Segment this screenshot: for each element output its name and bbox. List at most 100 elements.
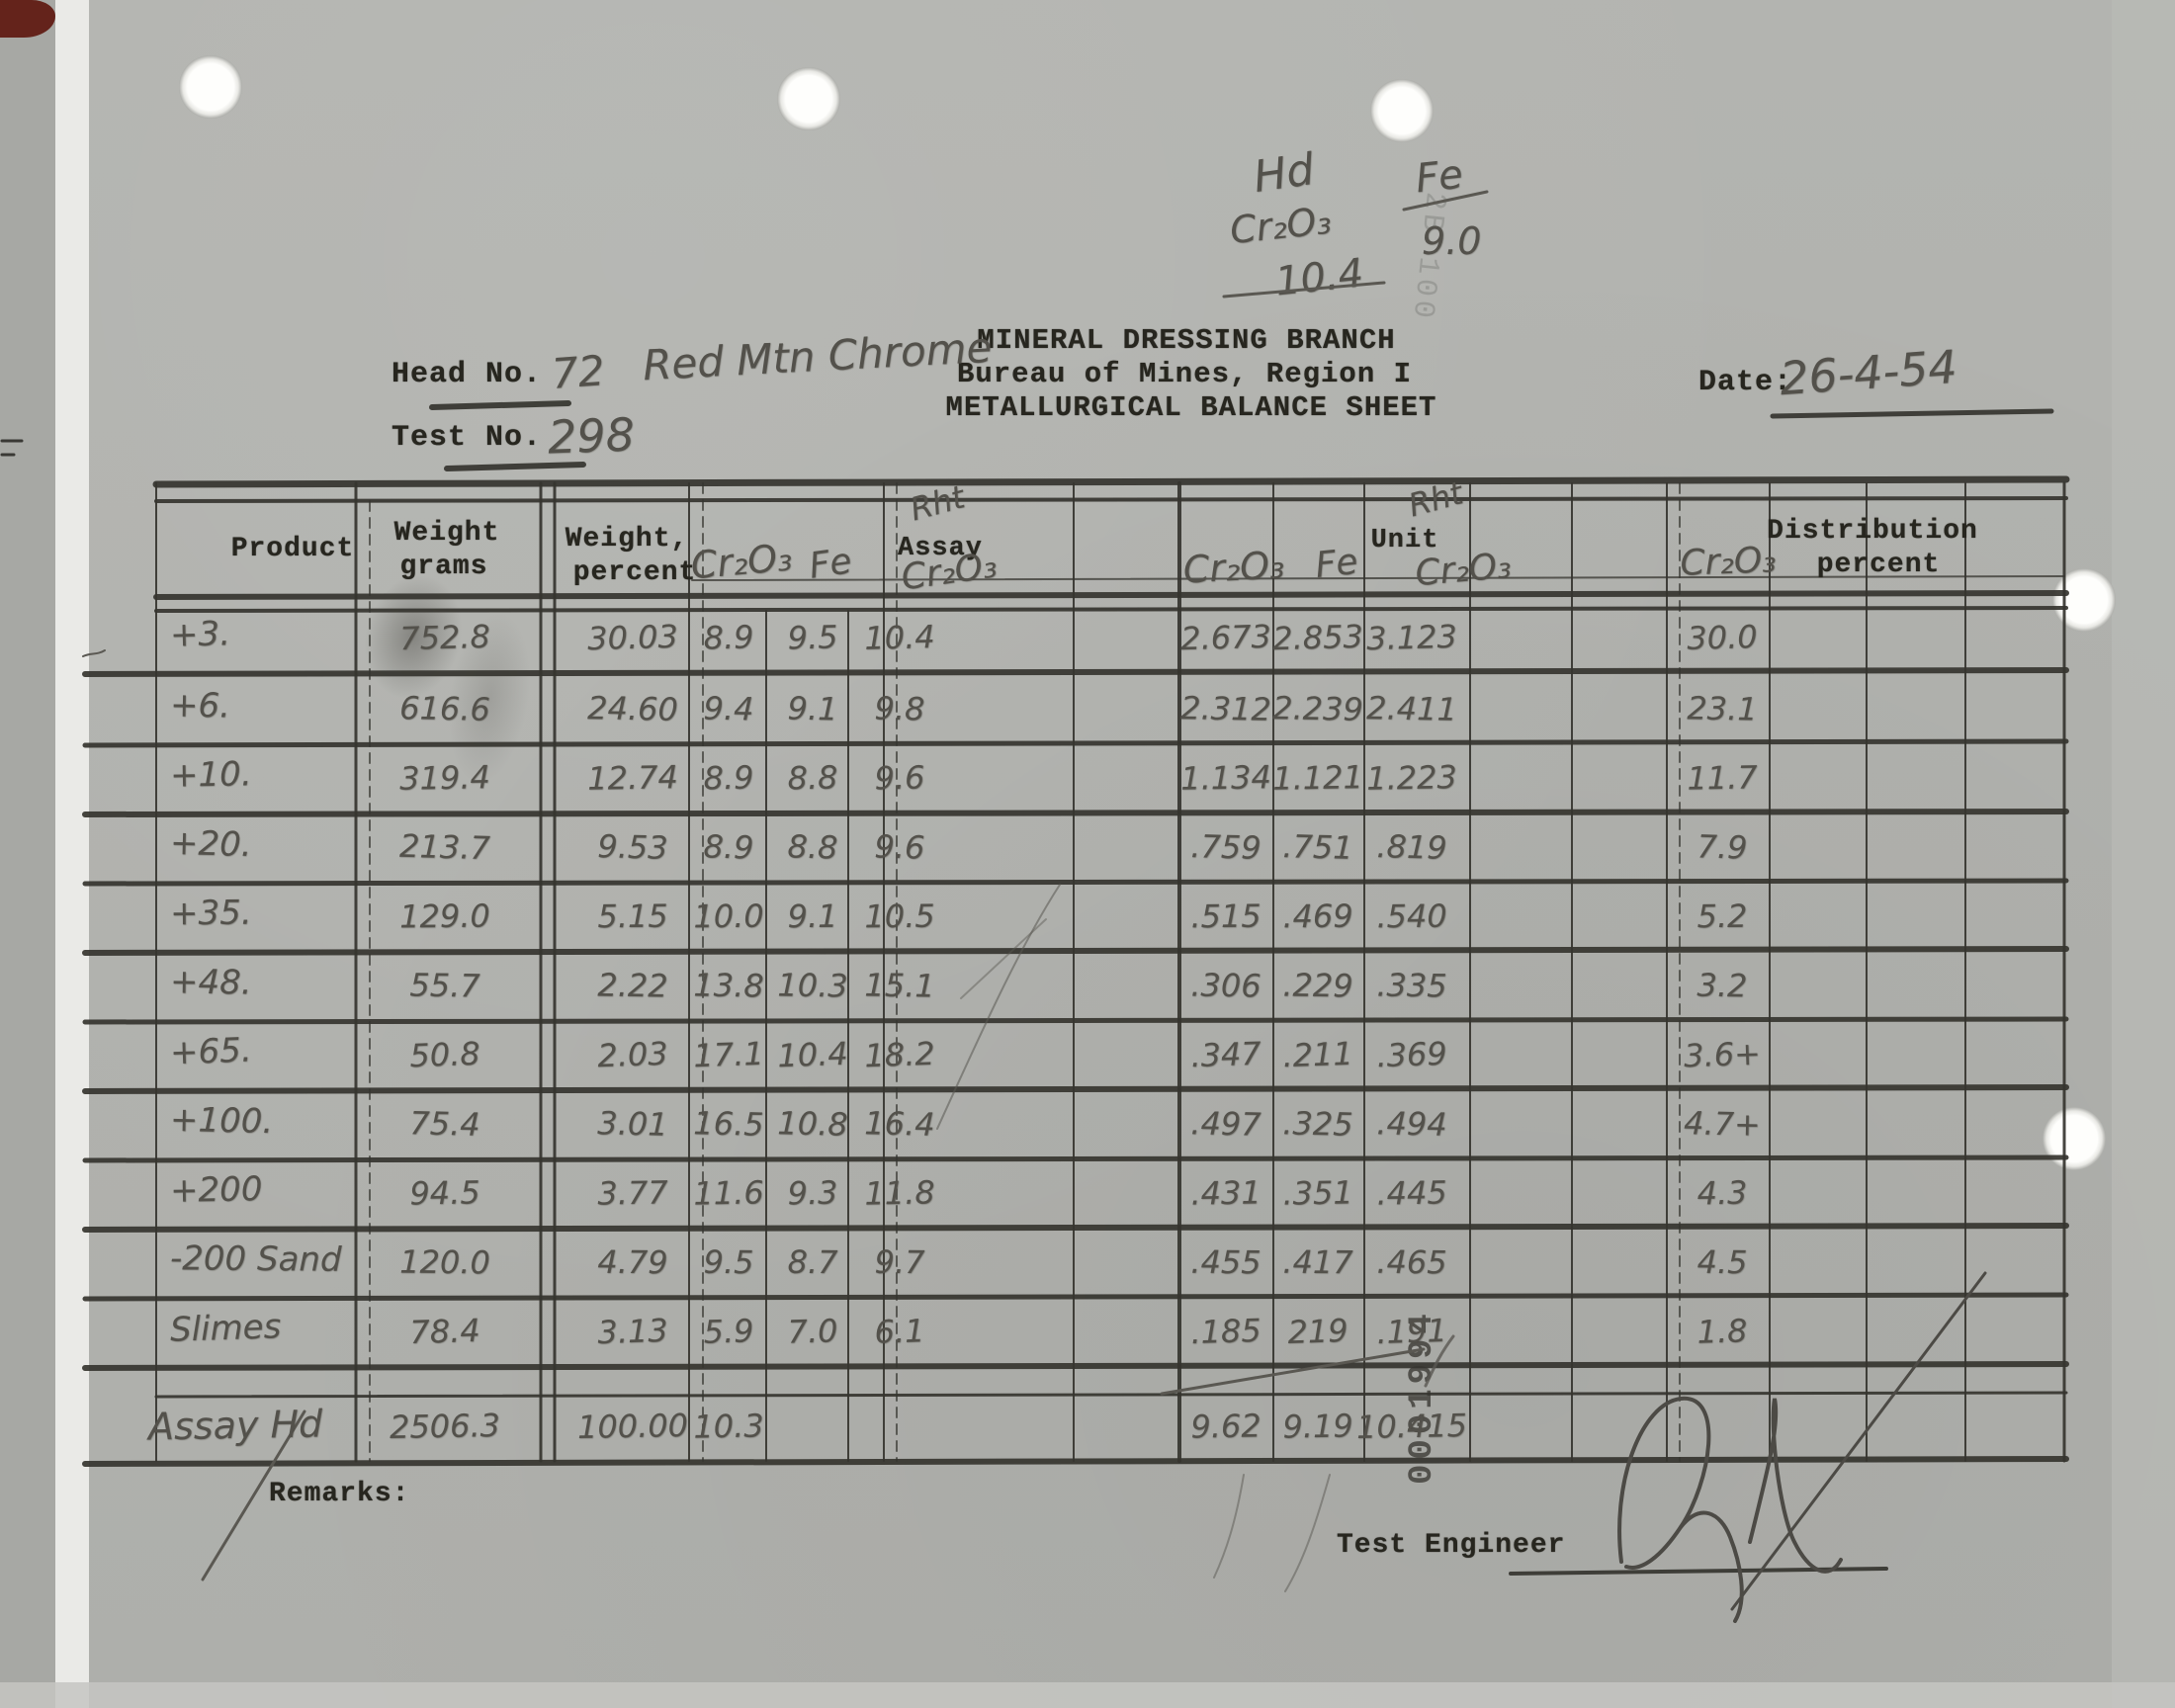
cell-unit-rht-cr2o3: 1.223: [1365, 758, 1458, 798]
cell-assay-rht-cr2o3: 10.5: [864, 897, 935, 936]
pencil-header-assay-cr2o3: Cr₂O₃: [689, 535, 794, 588]
cell-assay-fe: 8.8: [787, 758, 838, 798]
cell-dist-cr2o3: 1.8: [1696, 1312, 1749, 1351]
cell-weight-grams: 752.8: [398, 617, 491, 658]
cell-assay-fe: 9.1: [787, 897, 838, 936]
cell-unit-cr2o3: .185: [1189, 1311, 1262, 1352]
cell-product: +65.: [169, 1030, 253, 1073]
test-engineer-label: Test Engineer: [1337, 1530, 1566, 1561]
cell-assay-rht-cr2o3: 18.2: [863, 1034, 936, 1075]
cell-product: +20.: [169, 822, 253, 866]
cell-unit-rht-cr2o3: .369: [1375, 1034, 1448, 1075]
cell-weight-percent: 2.03: [596, 1034, 669, 1075]
cell-weight-percent: 3.01: [596, 1104, 669, 1144]
col-header-assay: Assay: [897, 534, 984, 563]
remarks-label: Remarks:: [269, 1479, 410, 1509]
cell-weight-grams: 129.0: [399, 897, 490, 936]
cell-assay-rht-cr2o3: 9.8: [874, 689, 925, 728]
scan-edge-right: [2112, 0, 2175, 1708]
cell-unit-cr2o3: .431: [1190, 1173, 1262, 1213]
cell-unit-fe: 1.121: [1271, 758, 1364, 798]
cell-dist-cr2o3: 4.7+: [1683, 1104, 1762, 1144]
cell-assay-cr2o3: 11.6: [693, 1173, 764, 1213]
cell-unit-fe: 9.19: [1282, 1407, 1353, 1446]
cell-product: +3.: [169, 614, 231, 655]
cell-unit-fe: .325: [1281, 1104, 1354, 1144]
cell-dist-cr2o3: 4.3: [1696, 1173, 1748, 1213]
col-header-weight-grams: Weight: [393, 518, 500, 549]
cell-dist-cr2o3: 5.2: [1696, 897, 1748, 936]
cell-assay-rht-cr2o3: 11.8: [864, 1173, 935, 1213]
cell-unit-rht-cr2o3: .465: [1376, 1242, 1447, 1282]
cell-weight-percent: 24.60: [586, 689, 679, 728]
cell-unit-rht-cr2o3: .335: [1376, 966, 1447, 1005]
head-no-label: Head No.: [392, 358, 543, 391]
cell-unit-cr2o3: 1.134: [1179, 758, 1272, 798]
cell-assay-cr2o3: 9.5: [703, 1242, 754, 1282]
cell-weight-percent: 9.53: [596, 827, 669, 867]
cell-unit-fe: 2.853: [1271, 617, 1364, 658]
cell-assay-cr2o3: 10.0: [693, 897, 764, 936]
cell-product: Assay Hd: [147, 1402, 323, 1449]
org-bureau: Bureau of Mines, Region I: [956, 358, 1413, 390]
punch-hole: [1370, 79, 1434, 142]
cell-product: +10.: [169, 754, 252, 796]
cell-product: +35.: [169, 893, 252, 934]
cell-unit-cr2o3: .497: [1189, 1104, 1262, 1144]
date-label: Date:: [1698, 366, 1793, 399]
col-header-weight-percent-2: percent: [572, 557, 697, 588]
cell-unit-fe: .229: [1282, 966, 1353, 1005]
cell-assay-rht-cr2o3: 16.4: [863, 1104, 936, 1144]
cell-product: Slimes: [169, 1307, 282, 1350]
cell-unit-cr2o3: 9.62: [1190, 1407, 1262, 1446]
cell-assay-cr2o3: 5.9: [702, 1312, 755, 1351]
cell-unit-fe: .417: [1282, 1242, 1353, 1282]
scan-edge-left: [0, 0, 55, 1708]
cell-unit-rht-cr2o3: .819: [1375, 827, 1448, 867]
cell-product: +200: [169, 1169, 263, 1211]
cell-dist-cr2o3: 7.9: [1696, 827, 1748, 867]
cell-unit-cr2o3: .515: [1190, 897, 1262, 936]
punch-hole: [777, 67, 840, 130]
cell-assay-cr2o3: 9.4: [703, 689, 754, 728]
cell-assay-cr2o3: 16.5: [692, 1104, 765, 1144]
cell-unit-rht-cr2o3: .540: [1376, 897, 1447, 936]
cell-weight-grams: 319.4: [398, 758, 491, 798]
cell-assay-fe: 7.0: [786, 1312, 839, 1351]
cell-weight-percent: 12.74: [586, 758, 679, 798]
col-header-unit: Unit: [1370, 526, 1439, 555]
cell-product: +48.: [169, 962, 252, 1003]
cell-weight-percent: 30.03: [586, 617, 679, 658]
cell-weight-percent: 3.13: [596, 1311, 669, 1352]
cell-unit-cr2o3: 2.312: [1179, 689, 1272, 728]
cell-assay-rht-cr2o3: 6.1: [873, 1312, 926, 1351]
pencil-header-unit-rht-cr2o3: Cr₂O₃: [1413, 545, 1514, 595]
cell-unit-fe: .469: [1282, 897, 1353, 936]
cell-assay-fe: 10.8: [776, 1104, 849, 1144]
cell-product: +6.: [169, 685, 231, 726]
cell-weight-grams: 2506.3: [389, 1407, 501, 1446]
cell-dist-cr2o3: 3.6+: [1683, 1034, 1762, 1075]
paper-edge-strip: [55, 0, 89, 1708]
cell-product: -200 Sand: [169, 1238, 342, 1280]
form-title: METALLURGICAL BALANCE SHEET: [945, 391, 1437, 424]
punch-hole: [179, 55, 242, 119]
cell-weight-percent: 2.22: [597, 966, 668, 1005]
cell-assay-fe: 8.7: [787, 1242, 838, 1282]
cell-weight-grams: 55.7: [409, 966, 480, 1005]
signature: [1617, 1271, 1987, 1623]
cell-assay-rht-cr2o3: 15.1: [864, 966, 935, 1005]
cell-weight-grams: 120.0: [399, 1242, 490, 1282]
cell-assay-cr2o3: 8.9: [703, 827, 754, 867]
cell-assay-cr2o3: 10.3: [693, 1407, 764, 1446]
cell-weight-grams: 75.4: [408, 1104, 481, 1144]
cell-weight-percent: 100.00: [576, 1407, 689, 1446]
pencil-header-dist-cr2o3: Cr₂O₃: [1679, 540, 1778, 584]
cell-unit-rht-cr2o3: .191: [1375, 1311, 1448, 1352]
cell-weight-grams: 50.8: [408, 1034, 481, 1075]
cell-assay-fe: 10.4: [776, 1034, 849, 1075]
cell-unit-rht-cr2o3: .445: [1376, 1173, 1447, 1213]
cell-dist-cr2o3: 30.0: [1686, 618, 1759, 657]
cell-weight-grams: 213.7: [398, 826, 491, 868]
